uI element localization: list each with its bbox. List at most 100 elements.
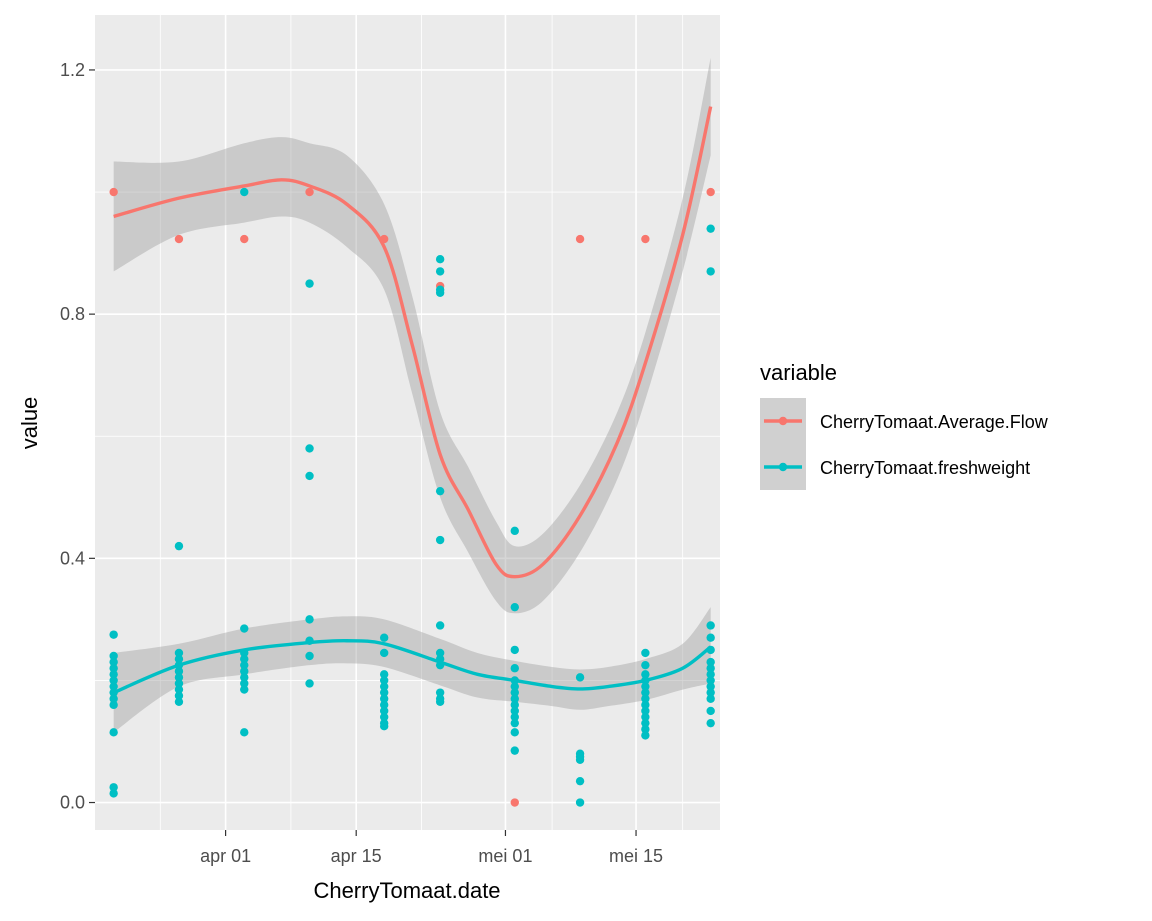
x-tick-label: apr 15 (331, 846, 382, 866)
freshweight-smooth-line (112, 639, 712, 695)
freshweight-point (379, 688, 389, 697)
freshweight-legend-point (778, 462, 788, 472)
freshweight-point (510, 718, 519, 728)
x-tick-label: apr 01 (200, 846, 251, 866)
freshweight-point (575, 755, 585, 764)
freshweight-point (240, 624, 249, 633)
freshweight-point (240, 679, 249, 688)
minor-gridlines (95, 15, 720, 830)
freshweight-point (641, 682, 650, 691)
freshweight-point (240, 673, 249, 682)
freshweight-point (641, 718, 650, 728)
freshweight-point (575, 673, 585, 682)
freshweight-point (379, 676, 389, 685)
x-axis-title: CherryTomaat.date (313, 878, 500, 903)
freshweight-point (510, 728, 519, 737)
freshweight-point (706, 633, 715, 642)
freshweight-point (174, 660, 184, 670)
freshweight-point (109, 728, 118, 737)
freshweight-point (510, 700, 519, 710)
x-tick-label: mei 15 (609, 846, 663, 866)
freshweight-point (435, 254, 445, 264)
average-flow-point (174, 234, 184, 244)
smooth-lines (112, 106, 713, 695)
average-flow-point (379, 234, 389, 244)
average-flow-confidence-band (113, 57, 711, 614)
freshweight-point (510, 746, 519, 755)
freshweight-point (379, 670, 389, 679)
freshweight-point (510, 712, 519, 722)
freshweight-point (435, 486, 445, 496)
freshweight-point (174, 541, 184, 551)
y-tick-label: 0.0 (60, 793, 85, 813)
freshweight-point (109, 789, 118, 798)
freshweight-point (174, 691, 184, 700)
freshweight-point (240, 685, 249, 694)
y-tick-label: 0.8 (60, 304, 85, 324)
y-tick-label: 1.2 (60, 60, 85, 80)
freshweight-point (706, 688, 715, 697)
freshweight-legend-label: CherryTomaat.freshweight (820, 458, 1030, 478)
freshweight-point (435, 648, 445, 658)
freshweight-point (305, 679, 314, 688)
freshweight-point (109, 694, 118, 703)
freshweight-point (435, 535, 445, 545)
freshweight-point (435, 621, 445, 630)
freshweight-point (240, 728, 249, 737)
confidence-bands (113, 57, 711, 733)
freshweight-point (305, 651, 314, 661)
freshweight-point (379, 694, 389, 703)
major-gridlines (95, 15, 720, 830)
freshweight-point (174, 667, 184, 676)
freshweight-point (641, 694, 650, 703)
freshweight-point (435, 660, 445, 670)
freshweight-point (641, 700, 650, 710)
average-flow-point (109, 187, 118, 197)
freshweight-point (174, 654, 184, 664)
freshweight-point (174, 679, 184, 688)
freshweight-point (641, 670, 650, 679)
freshweight-point (706, 676, 715, 685)
legend-title: variable (760, 360, 837, 385)
freshweight-confidence-band (113, 607, 711, 733)
freshweight-point (510, 694, 519, 703)
y-axis: 0.0 0.4 0.8 1.2 (60, 60, 95, 813)
freshweight-point (706, 657, 715, 667)
freshweight-point (109, 676, 118, 685)
freshweight-point (379, 700, 389, 710)
x-tick-label: mei 01 (478, 846, 532, 866)
x-axis: apr 01 apr 15 mei 01 mei 15 (200, 830, 663, 866)
average-flow-legend-point (778, 416, 788, 426)
freshweight-point (706, 664, 715, 673)
freshweight-point (706, 621, 715, 630)
freshweight-point (706, 682, 715, 691)
freshweight-point (305, 636, 314, 645)
freshweight-point (305, 279, 314, 288)
average-flow-point (575, 234, 585, 244)
freshweight-point (435, 697, 445, 706)
freshweight-point (240, 648, 249, 658)
freshweight-point (109, 657, 118, 667)
freshweight-point (575, 776, 585, 786)
average-flow-point (510, 798, 519, 807)
freshweight-point (641, 660, 650, 670)
freshweight-point (109, 664, 118, 673)
freshweight-point (305, 471, 314, 481)
freshweight-point (510, 664, 519, 673)
average-flow-point (240, 234, 249, 244)
freshweight-point (109, 651, 118, 661)
freshweight-point (109, 783, 118, 792)
legend: variable CherryTomaat.Average.Flow Cherry… (760, 360, 1049, 490)
freshweight-point (641, 676, 650, 685)
freshweight-point (641, 706, 650, 716)
freshweight-point (435, 688, 445, 697)
freshweight-point (109, 630, 118, 639)
freshweight-point (174, 685, 184, 694)
freshweight-point (305, 615, 314, 624)
freshweight-point (706, 645, 715, 655)
freshweight-point (706, 706, 715, 716)
freshweight-point (379, 712, 389, 722)
freshweight-point (641, 648, 650, 658)
freshweight-point (174, 673, 184, 682)
